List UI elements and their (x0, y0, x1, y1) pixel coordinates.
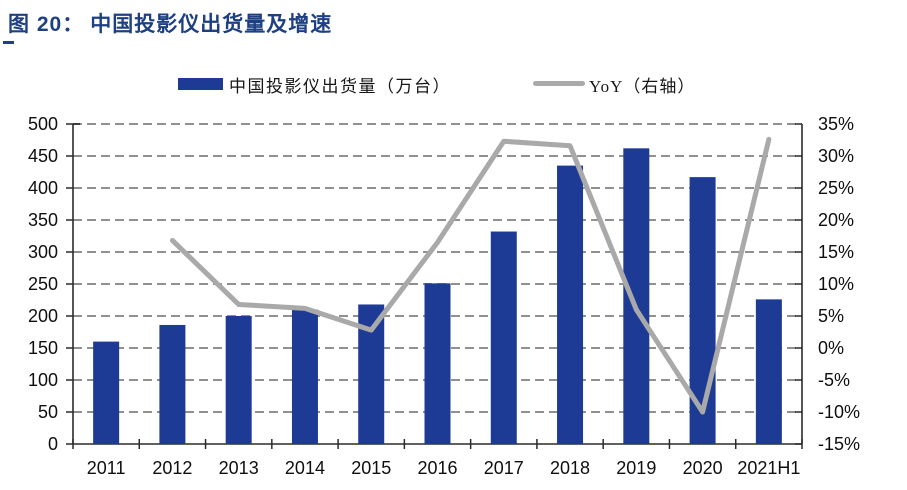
right-axis-tick-label: -10% (818, 402, 860, 422)
right-axis-tick-label: 30% (818, 146, 854, 166)
x-axis-label: 2018 (550, 458, 590, 478)
left-axis-tick-label: 400 (28, 178, 58, 198)
bar-2017 (490, 231, 517, 444)
right-axis-tick-label: 5% (818, 306, 844, 326)
bar-2012 (159, 324, 186, 444)
legend-bar-swatch (178, 78, 223, 90)
x-axis-label: 2011 (87, 458, 126, 478)
figure-title-text: 中国投影仪出货量及增速 (90, 13, 333, 36)
bar-2018 (557, 165, 584, 444)
left-axis-tick-label: 500 (28, 114, 58, 134)
x-axis-label: 2016 (417, 458, 457, 478)
right-axis-tick-label: 25% (818, 178, 854, 198)
x-axis-label: 2021H1 (737, 458, 800, 478)
bar-2019 (623, 148, 650, 444)
bar-2011 (93, 341, 120, 444)
right-axis-tick-label: 35% (818, 114, 854, 134)
left-axis-tick-label: 450 (28, 146, 58, 166)
left-axis-tick-label: 250 (28, 274, 58, 294)
right-axis-tick-label: -15% (818, 434, 860, 454)
left-axis-tick-label: 150 (28, 338, 58, 358)
x-axis-label: 2013 (219, 458, 259, 478)
left-axis-tick-label: 100 (28, 370, 58, 390)
x-axis-label: 2019 (616, 458, 656, 478)
x-axis-label: 2012 (152, 458, 192, 478)
left-axis-tick-label: 350 (28, 210, 58, 230)
left-axis-tick-label: 200 (28, 306, 58, 326)
title-underline-mark (3, 41, 14, 44)
right-axis-tick-label: -5% (818, 370, 850, 390)
bar-2021H1 (755, 299, 782, 444)
x-axis-label: 2017 (484, 458, 524, 478)
right-axis-tick-label: 15% (818, 242, 854, 262)
legend-line-label: YoY（右轴） (589, 77, 696, 96)
yoy-line (169, 136, 772, 415)
right-axis-tick-label: 10% (818, 274, 854, 294)
figure-number: 图 20： (8, 13, 85, 36)
right-axis-tick-label: 0% (818, 338, 844, 358)
left-axis-tick-label: 0 (48, 434, 58, 454)
right-axis-tick-label: 20% (818, 210, 854, 230)
x-axis-label: 2014 (285, 458, 325, 478)
x-axis-label: 2015 (351, 458, 391, 478)
left-axis-tick-label: 300 (28, 242, 58, 262)
legend-line-swatch (533, 81, 585, 86)
x-axis-label: 2020 (683, 458, 723, 478)
figure-title: 图 20： 中国投影仪出货量及增速 (8, 8, 332, 38)
legend-bar-label: 中国投影仪出货量（万台） (229, 77, 451, 96)
left-axis-tick-label: 50 (38, 402, 58, 422)
bar-2016 (424, 283, 451, 444)
bar-2014 (291, 309, 318, 444)
bar-2013 (225, 316, 252, 444)
